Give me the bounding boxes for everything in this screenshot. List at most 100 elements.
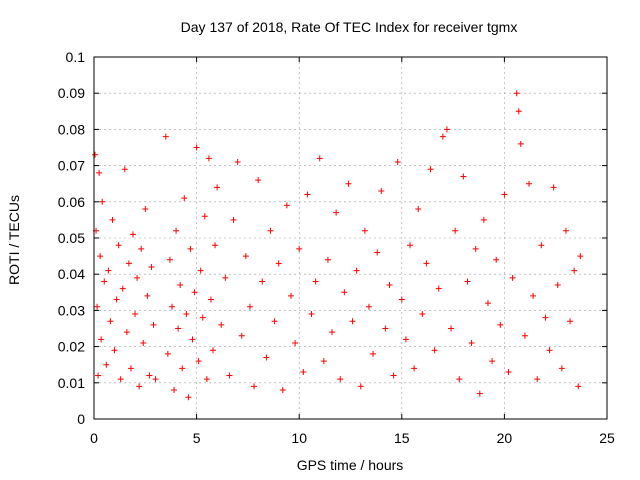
data-point — [259, 278, 266, 285]
data-point — [287, 292, 294, 299]
data-point — [173, 227, 180, 234]
data-point — [111, 347, 118, 354]
data-point — [345, 180, 352, 187]
data-point — [97, 253, 104, 260]
data-point — [427, 166, 434, 173]
data-point — [386, 282, 393, 289]
data-point — [271, 318, 278, 325]
data-point — [132, 311, 139, 318]
data-point — [222, 274, 229, 281]
data-point — [203, 376, 210, 383]
data-point — [214, 184, 221, 191]
data-point — [140, 339, 147, 346]
data-point — [92, 151, 99, 158]
data-point — [113, 296, 120, 303]
data-point — [175, 325, 182, 332]
data-point — [107, 318, 114, 325]
data-point — [575, 383, 582, 390]
data-point — [195, 358, 202, 365]
data-point — [121, 166, 128, 173]
data-point — [205, 155, 212, 162]
data-point — [218, 321, 225, 328]
data-point — [242, 253, 249, 260]
data-point — [246, 303, 253, 310]
data-point — [472, 245, 479, 252]
y-tick-label: 0.05 — [58, 230, 85, 246]
data-point — [189, 336, 196, 343]
data-point — [505, 368, 512, 375]
data-point — [296, 245, 303, 252]
axis-ticks: 0 0.01 0.02 0.03 0.04 0.05 0.06 0.07 0.08 0.09 0.1… — [58, 49, 615, 446]
x-tick-label: 0 — [90, 430, 98, 446]
data-point — [423, 260, 430, 267]
data-point — [554, 282, 561, 289]
data-point — [127, 365, 134, 372]
x-tick-label: 25 — [599, 430, 615, 446]
data-point — [263, 354, 270, 361]
data-point — [166, 256, 173, 263]
data-point — [199, 314, 206, 321]
data-point — [212, 242, 219, 249]
data-point — [150, 321, 157, 328]
y-tick-label: 0.09 — [58, 85, 85, 101]
data-point — [538, 242, 545, 249]
data-point — [308, 311, 315, 318]
data-point — [96, 169, 103, 176]
data-point — [238, 332, 245, 339]
data-point — [534, 376, 541, 383]
data-point — [117, 376, 124, 383]
y-tick-label: 0.02 — [58, 339, 85, 355]
data-point — [571, 267, 578, 274]
data-point — [398, 296, 405, 303]
data-point — [390, 372, 397, 379]
data-point — [177, 282, 184, 289]
y-tick-label: 0.1 — [66, 49, 86, 65]
data-point — [542, 314, 549, 321]
data-point — [197, 267, 204, 274]
data-point — [185, 394, 192, 401]
data-point — [191, 289, 198, 296]
data-point — [415, 206, 422, 213]
data-point — [201, 213, 208, 220]
data-point — [443, 126, 450, 133]
data-point — [378, 187, 385, 194]
data-point — [341, 289, 348, 296]
data-point — [146, 372, 153, 379]
data-point — [460, 173, 467, 180]
data-point — [275, 260, 282, 267]
data-point — [370, 350, 377, 357]
data-point — [136, 383, 143, 390]
data-point — [144, 292, 151, 299]
data-point — [476, 390, 483, 397]
data-point — [251, 383, 258, 390]
chart-title: Day 137 of 2018, Rate Of TEC Index for r… — [181, 19, 518, 35]
data-point — [164, 350, 171, 357]
data-point — [546, 347, 553, 354]
data-point — [497, 321, 504, 328]
data-point — [521, 332, 528, 339]
y-tick-label: 0.04 — [58, 266, 85, 282]
data-point — [316, 155, 323, 162]
data-point — [374, 249, 381, 256]
data-point — [94, 303, 101, 310]
data-point — [431, 347, 438, 354]
data-point — [179, 365, 186, 372]
data-point — [353, 267, 360, 274]
data-point — [365, 303, 372, 310]
data-points — [92, 90, 584, 401]
data-point — [337, 376, 344, 383]
data-point — [357, 383, 364, 390]
data-point — [567, 318, 574, 325]
data-point — [95, 372, 102, 379]
data-point — [411, 365, 418, 372]
y-tick-label: 0.01 — [58, 375, 85, 391]
data-point — [99, 198, 106, 205]
data-point — [515, 108, 522, 115]
data-point — [464, 278, 471, 285]
data-point — [484, 300, 491, 307]
data-point — [279, 387, 286, 394]
data-point — [193, 144, 200, 151]
data-point — [577, 253, 584, 260]
data-point — [105, 267, 112, 274]
